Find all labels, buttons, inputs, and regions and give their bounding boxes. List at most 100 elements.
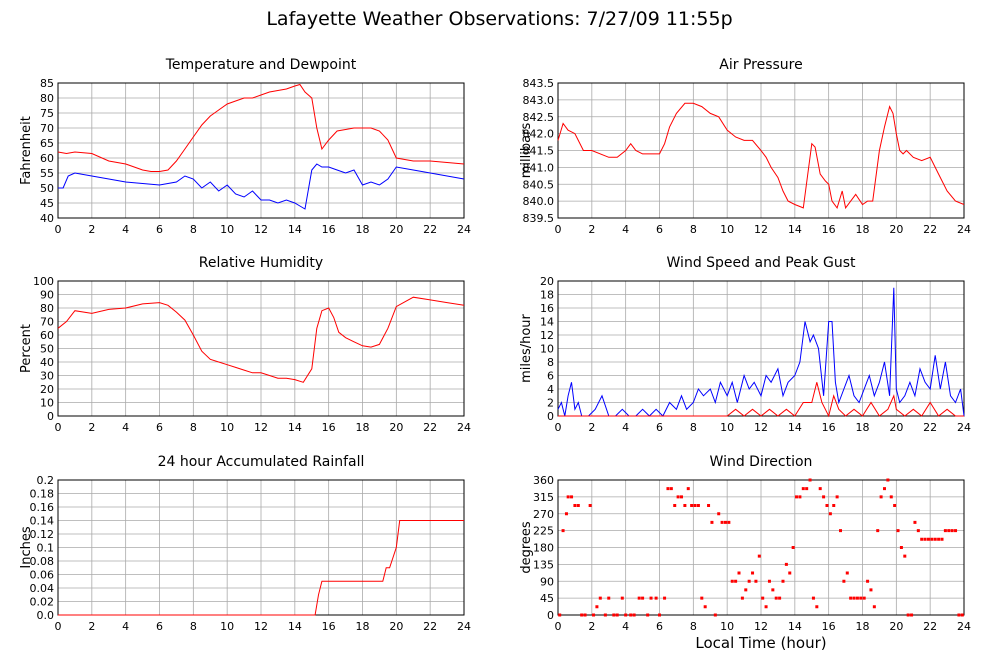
data-point xyxy=(855,596,859,600)
data-point xyxy=(805,487,809,491)
x-tick-label: 22 xyxy=(923,223,937,236)
y-tick-label: 841.0 xyxy=(523,161,555,174)
data-point xyxy=(798,495,802,499)
data-point xyxy=(620,596,624,600)
data-point xyxy=(576,504,580,507)
x-tick-label: 4 xyxy=(622,620,629,633)
data-point xyxy=(603,613,607,617)
data-point xyxy=(744,588,748,592)
x-tick-label: 16 xyxy=(322,421,336,434)
y-tick-label: 360 xyxy=(533,474,554,487)
x-tick-label: 4 xyxy=(122,421,129,434)
data-point xyxy=(771,588,775,592)
x-tick-label: 8 xyxy=(690,620,697,633)
x-tick-label: 18 xyxy=(356,223,370,236)
x-tick-label: 24 xyxy=(957,223,971,236)
x-tick-label: 20 xyxy=(389,620,403,633)
data-point xyxy=(720,520,724,524)
data-point xyxy=(947,529,951,533)
data-point xyxy=(899,546,903,549)
y-tick-label: 0.1 xyxy=(37,542,55,555)
data-point xyxy=(730,579,734,583)
x-tick-label: 22 xyxy=(923,421,937,434)
chart-title: Wind Speed and Peak Gust xyxy=(667,255,856,271)
data-point xyxy=(862,596,866,600)
y-tick-label: 135 xyxy=(533,558,554,571)
data-point xyxy=(757,554,761,558)
data-point xyxy=(825,504,829,507)
data-point xyxy=(612,613,616,617)
data-point xyxy=(795,495,799,499)
x-tick-label: 0 xyxy=(55,620,62,633)
x-tick-label: 12 xyxy=(754,223,768,236)
x-tick-label: 0 xyxy=(55,223,62,236)
data-point xyxy=(791,546,795,549)
y-tick-label: 0.0 xyxy=(37,609,55,622)
data-point xyxy=(649,596,653,600)
data-point xyxy=(658,613,661,617)
y-tick-label: 70 xyxy=(40,316,54,329)
data-point xyxy=(859,596,863,600)
data-point xyxy=(943,529,947,533)
data-point xyxy=(696,504,700,507)
data-point xyxy=(828,512,832,516)
plot-frame xyxy=(57,280,465,417)
data-point xyxy=(882,487,886,491)
y-tick-label: 45 xyxy=(540,592,554,605)
x-tick-label: 18 xyxy=(856,223,870,236)
data-point xyxy=(913,520,917,524)
data-point xyxy=(940,537,944,541)
data-point xyxy=(852,596,856,600)
x-tick-label: 18 xyxy=(856,620,870,633)
x-tick-label: 14 xyxy=(788,421,802,434)
y-tick-label: 80 xyxy=(40,302,54,315)
y-tick-label: 843.5 xyxy=(523,77,555,90)
y-tick-label: 55 xyxy=(40,167,54,180)
y-tick-label: 30 xyxy=(40,370,54,383)
data-point xyxy=(700,596,704,600)
data-point xyxy=(896,529,900,533)
x-tick-label: 2 xyxy=(88,223,95,236)
data-point xyxy=(710,520,714,524)
data-point xyxy=(624,613,628,617)
data-point xyxy=(916,529,920,533)
data-point xyxy=(683,504,687,507)
data-point xyxy=(629,613,633,617)
series-line-1 xyxy=(58,163,465,210)
y-tick-label: 90 xyxy=(40,289,54,302)
x-tick-label: 18 xyxy=(356,421,370,434)
y-tick-label: 70 xyxy=(40,122,54,135)
x-tick-label: 18 xyxy=(856,421,870,434)
x-tick-label: 10 xyxy=(220,620,234,633)
x-tick-label: 10 xyxy=(720,620,734,633)
x-tick-label: 22 xyxy=(423,620,437,633)
series-line-0 xyxy=(557,287,965,417)
x-tick-label: 2 xyxy=(88,421,95,434)
data-point xyxy=(595,605,599,609)
y-tick-label: 841.5 xyxy=(523,145,555,158)
y-tick-label: 12 xyxy=(540,329,554,342)
chart-title: Wind Direction xyxy=(710,454,813,470)
plot-frame xyxy=(557,479,965,616)
x-tick-label: 24 xyxy=(457,421,471,434)
data-point xyxy=(774,596,778,600)
data-point xyxy=(849,596,853,600)
y-tick-label: 842.0 xyxy=(523,128,555,141)
y-tick-label: 75 xyxy=(40,107,54,120)
data-point xyxy=(893,504,897,507)
x-tick-label: 6 xyxy=(656,223,663,236)
data-point xyxy=(646,613,650,617)
y-tick-label: 65 xyxy=(40,137,54,150)
y-tick-label: 180 xyxy=(533,542,554,555)
x-axis-label: Local Time (hour) xyxy=(695,634,827,652)
x-tick-label: 10 xyxy=(220,223,234,236)
x-tick-label: 6 xyxy=(156,223,163,236)
y-tick-label: 0.08 xyxy=(30,555,55,568)
data-point xyxy=(778,596,782,600)
data-point xyxy=(740,596,744,600)
